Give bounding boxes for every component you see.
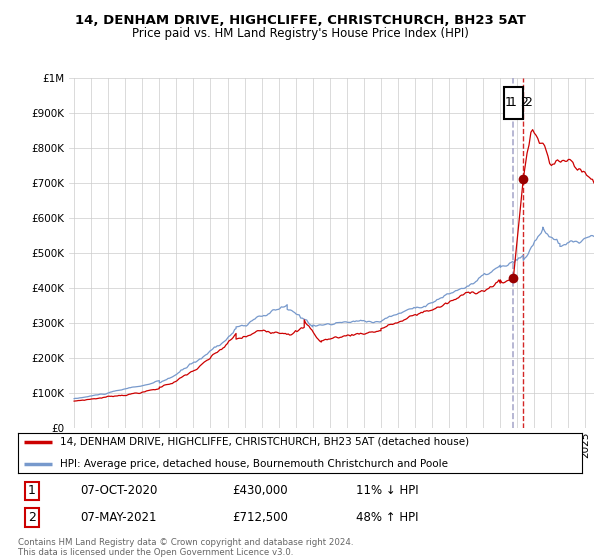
Text: 2: 2 xyxy=(520,96,527,109)
FancyBboxPatch shape xyxy=(504,87,523,119)
Text: £712,500: £712,500 xyxy=(232,511,288,524)
Text: 07-MAY-2021: 07-MAY-2021 xyxy=(80,511,157,524)
Text: 14, DENHAM DRIVE, HIGHCLIFFE, CHRISTCHURCH, BH23 5AT (detached house): 14, DENHAM DRIVE, HIGHCLIFFE, CHRISTCHUR… xyxy=(60,437,469,447)
Text: 1: 1 xyxy=(28,484,36,497)
Text: 2: 2 xyxy=(524,96,532,109)
Text: 1: 1 xyxy=(505,96,512,109)
Text: HPI: Average price, detached house, Bournemouth Christchurch and Poole: HPI: Average price, detached house, Bour… xyxy=(60,459,448,469)
Text: Price paid vs. HM Land Registry's House Price Index (HPI): Price paid vs. HM Land Registry's House … xyxy=(131,27,469,40)
Text: 11% ↓ HPI: 11% ↓ HPI xyxy=(356,484,419,497)
Text: Contains HM Land Registry data © Crown copyright and database right 2024.
This d: Contains HM Land Registry data © Crown c… xyxy=(18,538,353,557)
Text: £430,000: £430,000 xyxy=(232,484,288,497)
Text: 14, DENHAM DRIVE, HIGHCLIFFE, CHRISTCHURCH, BH23 5AT: 14, DENHAM DRIVE, HIGHCLIFFE, CHRISTCHUR… xyxy=(74,14,526,27)
Text: 07-OCT-2020: 07-OCT-2020 xyxy=(80,484,157,497)
Text: 2: 2 xyxy=(28,511,36,524)
Text: 48% ↑ HPI: 48% ↑ HPI xyxy=(356,511,419,524)
Text: 1: 1 xyxy=(509,96,517,109)
